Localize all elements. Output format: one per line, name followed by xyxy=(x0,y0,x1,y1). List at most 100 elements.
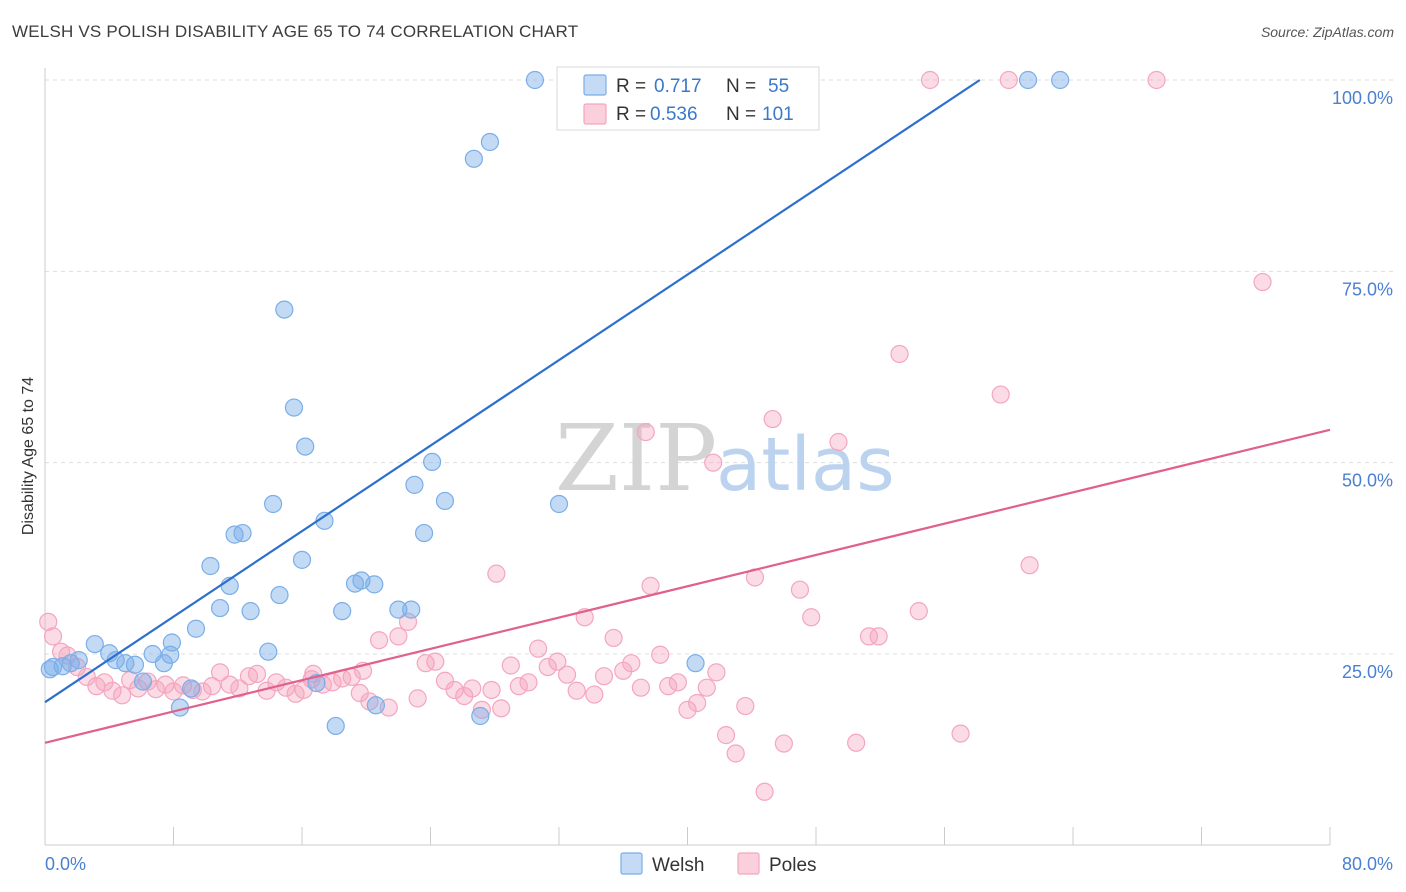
welsh-point xyxy=(326,716,345,736)
poles-series xyxy=(39,70,1272,801)
poles-point xyxy=(659,677,678,696)
poles-point xyxy=(482,680,501,700)
welsh-point xyxy=(389,600,408,619)
poles-point xyxy=(389,627,408,646)
welsh-point xyxy=(471,706,490,726)
poles-point xyxy=(43,627,63,646)
welsh-point xyxy=(292,550,312,569)
poles-point xyxy=(519,673,538,692)
welsh-point xyxy=(296,437,315,456)
watermark-atlas: atlas xyxy=(716,422,895,508)
x-tick-marks xyxy=(173,827,1331,845)
poles-point xyxy=(909,602,928,621)
poles-point xyxy=(774,734,793,753)
welsh-point xyxy=(69,651,88,670)
poles-point xyxy=(509,677,528,696)
poles-point xyxy=(408,689,427,708)
welsh-point xyxy=(125,655,145,674)
welsh-point xyxy=(201,556,220,576)
welsh-point xyxy=(686,654,705,673)
welsh-point xyxy=(210,598,230,618)
welsh-point xyxy=(259,642,278,661)
poles-point xyxy=(529,639,548,658)
welsh-point xyxy=(464,149,483,168)
welsh-point xyxy=(480,132,500,152)
poles-point xyxy=(193,682,212,701)
chart-title: WELSH VS POLISH DISABILITY AGE 65 TO 74 … xyxy=(12,22,579,41)
welsh-point xyxy=(225,525,244,544)
watermark: ZIP atlas xyxy=(555,405,895,512)
poles-point xyxy=(704,453,723,472)
welsh-point xyxy=(241,602,260,621)
poles-point xyxy=(164,682,183,701)
poles-point xyxy=(247,664,267,683)
x-tick-label-max: 80.0% xyxy=(1342,854,1393,874)
legend-n-label-welsh: N = xyxy=(726,76,756,97)
series-legend: Welsh Poles xyxy=(620,852,817,876)
welsh-point xyxy=(133,672,153,691)
trendlines xyxy=(44,79,1331,744)
poles-point xyxy=(951,724,970,743)
poles-point xyxy=(859,627,879,646)
poles-point xyxy=(492,699,511,718)
poles-point xyxy=(487,564,506,583)
poles-point xyxy=(103,681,122,700)
y-axis-label: Disability Age 65 to 74 xyxy=(20,377,37,535)
poles-point xyxy=(202,677,222,696)
poles-point xyxy=(726,744,745,763)
poles-point xyxy=(707,663,726,682)
poles-trendline xyxy=(44,428,1331,744)
welsh-point xyxy=(435,491,455,511)
poles-point xyxy=(210,663,230,682)
welsh-point xyxy=(161,645,180,664)
x-tick-label-min: 0.0% xyxy=(45,854,86,874)
poles-point xyxy=(567,681,586,700)
welsh-point xyxy=(85,634,104,654)
legend-n-poles: 101 xyxy=(762,104,794,125)
welsh-point xyxy=(333,602,352,621)
poles-point xyxy=(435,671,455,690)
poles-point xyxy=(920,70,940,90)
poles-point xyxy=(463,679,482,698)
y-tick-label: 25.0% xyxy=(1342,662,1393,682)
poles-point xyxy=(370,631,389,650)
poles-point xyxy=(1147,70,1166,90)
poles-point xyxy=(472,700,491,719)
gridlines xyxy=(45,79,1393,655)
poles-point xyxy=(763,409,782,429)
legend-r-label-poles: R = xyxy=(616,104,646,125)
welsh-point xyxy=(549,494,569,514)
welsh-point xyxy=(186,619,206,638)
legend-swatch-welsh xyxy=(583,74,607,96)
bottom-legend-swatch-poles xyxy=(737,852,760,875)
poles-point xyxy=(426,652,445,671)
legend-n-welsh: 55 xyxy=(768,76,789,97)
bottom-legend-label-poles: Poles xyxy=(769,855,817,876)
welsh-point xyxy=(365,575,384,594)
poles-point xyxy=(631,678,651,697)
poles-point xyxy=(716,726,736,745)
poles-point xyxy=(548,652,567,671)
poles-point xyxy=(1253,272,1272,292)
poles-point xyxy=(847,733,866,752)
welsh-point xyxy=(405,475,424,494)
poles-point xyxy=(112,686,132,705)
welsh-point xyxy=(284,398,304,417)
legend-r-poles: 0.536 xyxy=(650,104,698,125)
poles-point xyxy=(736,696,755,716)
y-tick-label: 50.0% xyxy=(1342,471,1393,491)
welsh-point xyxy=(263,494,283,514)
poles-point xyxy=(604,628,623,648)
poles-point xyxy=(697,678,716,697)
poles-point xyxy=(585,685,604,704)
poles-point xyxy=(688,693,707,713)
welsh-point xyxy=(1051,70,1070,90)
welsh-series xyxy=(40,70,1070,736)
poles-point xyxy=(829,432,848,452)
poles-point xyxy=(538,657,557,677)
bottom-legend-swatch-welsh xyxy=(620,852,643,875)
poles-point xyxy=(622,654,641,673)
poles-point xyxy=(445,680,464,700)
welsh-point xyxy=(423,452,442,472)
poles-point xyxy=(755,782,774,801)
